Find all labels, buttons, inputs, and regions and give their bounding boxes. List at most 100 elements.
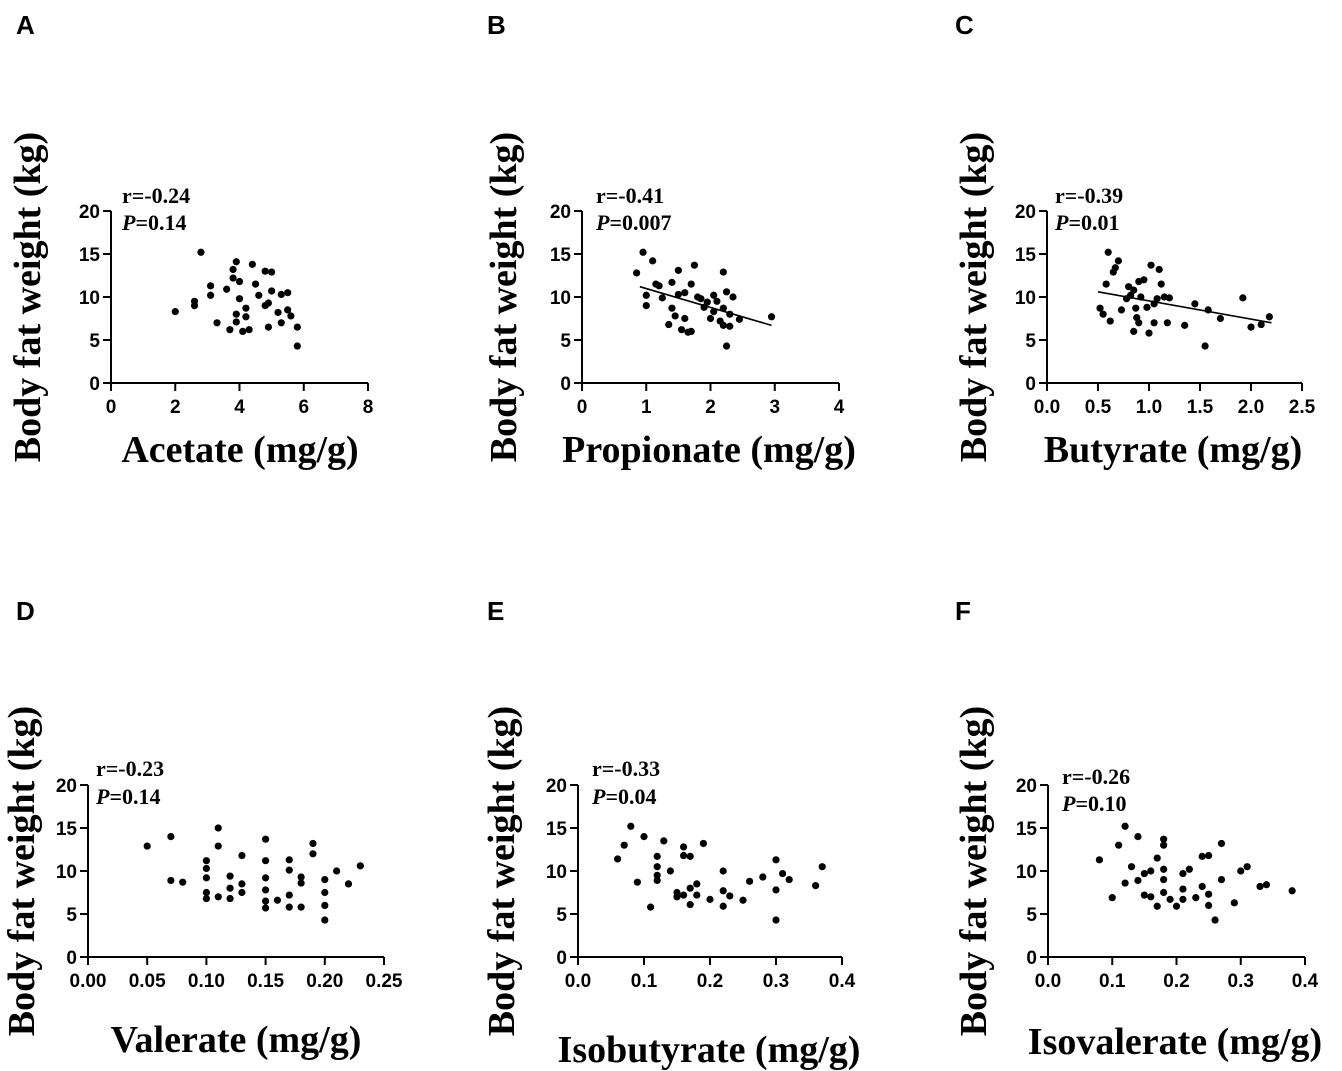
x-tick-label: 1.5 xyxy=(1187,397,1214,418)
y-tick-label: 20 xyxy=(1015,202,1036,223)
data-point xyxy=(1165,294,1173,302)
x-tick-label: 4 xyxy=(234,397,245,418)
y-tick-label: 20 xyxy=(1016,776,1037,797)
y-tick-label: 5 xyxy=(556,905,567,926)
y-axis-label: Body fat weight (kg) xyxy=(953,132,995,462)
p-value-label: P=0.14 xyxy=(95,784,161,809)
data-point xyxy=(1155,265,1163,274)
data-point xyxy=(1262,881,1271,889)
data-point xyxy=(735,315,744,323)
data-point xyxy=(223,285,231,293)
data-point xyxy=(226,872,234,880)
y-tick-label: 10 xyxy=(1016,862,1037,883)
p-value-label: P=0.007 xyxy=(595,210,672,235)
data-point xyxy=(235,295,244,303)
data-point xyxy=(1257,320,1265,329)
data-point xyxy=(681,314,689,323)
x-tick-label: 0.4 xyxy=(1292,971,1319,992)
data-point xyxy=(255,291,263,299)
data-point xyxy=(668,278,676,286)
data-point xyxy=(1179,869,1187,878)
data-point xyxy=(226,326,234,334)
p-value: =0.14 xyxy=(109,784,160,809)
data-point xyxy=(167,833,175,841)
data-point xyxy=(653,852,661,860)
data-point xyxy=(710,308,718,316)
data-point xyxy=(1153,902,1161,910)
data-point xyxy=(262,904,270,912)
data-point xyxy=(264,299,273,307)
data-point xyxy=(1265,313,1273,321)
x-tick-label: 2 xyxy=(170,397,181,418)
y-tick-label: 15 xyxy=(1016,819,1038,840)
data-point xyxy=(1150,319,1158,327)
data-point xyxy=(687,327,695,335)
data-point xyxy=(680,851,688,860)
data-point xyxy=(681,289,689,297)
data-point xyxy=(214,893,222,901)
y-tick-label: 10 xyxy=(1015,288,1036,309)
data-point xyxy=(680,891,688,899)
data-point xyxy=(1140,891,1148,899)
data-point xyxy=(1143,303,1151,311)
data-point xyxy=(674,266,682,274)
y-tick-label: 0 xyxy=(556,948,567,969)
panel-letter: B xyxy=(487,10,506,40)
panel-letter: C xyxy=(955,10,974,40)
data-point xyxy=(686,900,694,909)
p-value: =0.14 xyxy=(135,210,186,235)
data-point xyxy=(677,326,686,334)
x-tick-label: 0.3 xyxy=(763,971,789,992)
data-point xyxy=(251,280,260,288)
data-point xyxy=(1160,876,1168,884)
p-value-label: P=0.10 xyxy=(1061,791,1127,816)
y-tick-label: 5 xyxy=(66,905,77,926)
data-point xyxy=(687,280,695,288)
p-value: =0.007 xyxy=(609,210,671,235)
y-tick-label: 20 xyxy=(546,776,567,797)
data-point xyxy=(1125,283,1133,291)
data-point xyxy=(285,891,293,899)
data-point xyxy=(1205,851,1213,860)
data-point xyxy=(1172,902,1181,910)
data-point xyxy=(759,873,767,881)
data-point xyxy=(1134,833,1142,841)
data-point xyxy=(1160,865,1168,873)
data-point xyxy=(1121,822,1129,830)
data-point xyxy=(1115,841,1123,849)
data-point xyxy=(699,839,708,848)
data-point xyxy=(1237,867,1245,875)
data-point xyxy=(268,287,276,295)
data-point xyxy=(1211,916,1219,924)
data-point xyxy=(262,897,270,905)
data-point xyxy=(1132,304,1140,312)
data-point xyxy=(713,297,721,305)
data-point xyxy=(239,327,247,335)
data-point xyxy=(277,319,285,327)
data-point xyxy=(674,290,682,299)
data-point xyxy=(262,857,270,865)
data-point xyxy=(202,874,210,882)
data-point xyxy=(1147,261,1155,269)
x-tick-label: 6 xyxy=(298,397,309,418)
data-point xyxy=(262,886,270,894)
data-point xyxy=(779,869,787,878)
y-tick-label: 5 xyxy=(1026,905,1037,926)
data-point xyxy=(706,895,714,903)
data-point xyxy=(284,306,292,314)
data-point xyxy=(633,269,641,277)
data-point xyxy=(206,282,215,290)
data-point xyxy=(1179,895,1187,903)
data-point xyxy=(229,274,237,282)
data-point xyxy=(649,257,657,265)
data-point xyxy=(666,867,675,875)
x-tick-label: 0.05 xyxy=(129,971,166,992)
panel-letter: A xyxy=(16,10,35,40)
x-tick-label: 0.2 xyxy=(697,971,723,992)
data-point xyxy=(653,863,661,871)
y-tick-label: 5 xyxy=(89,331,100,352)
y-tick-label: 0 xyxy=(560,374,571,395)
p-value-label: P=0.01 xyxy=(1054,210,1120,235)
data-point xyxy=(226,894,234,903)
x-tick-label: 0.5 xyxy=(1085,397,1112,418)
